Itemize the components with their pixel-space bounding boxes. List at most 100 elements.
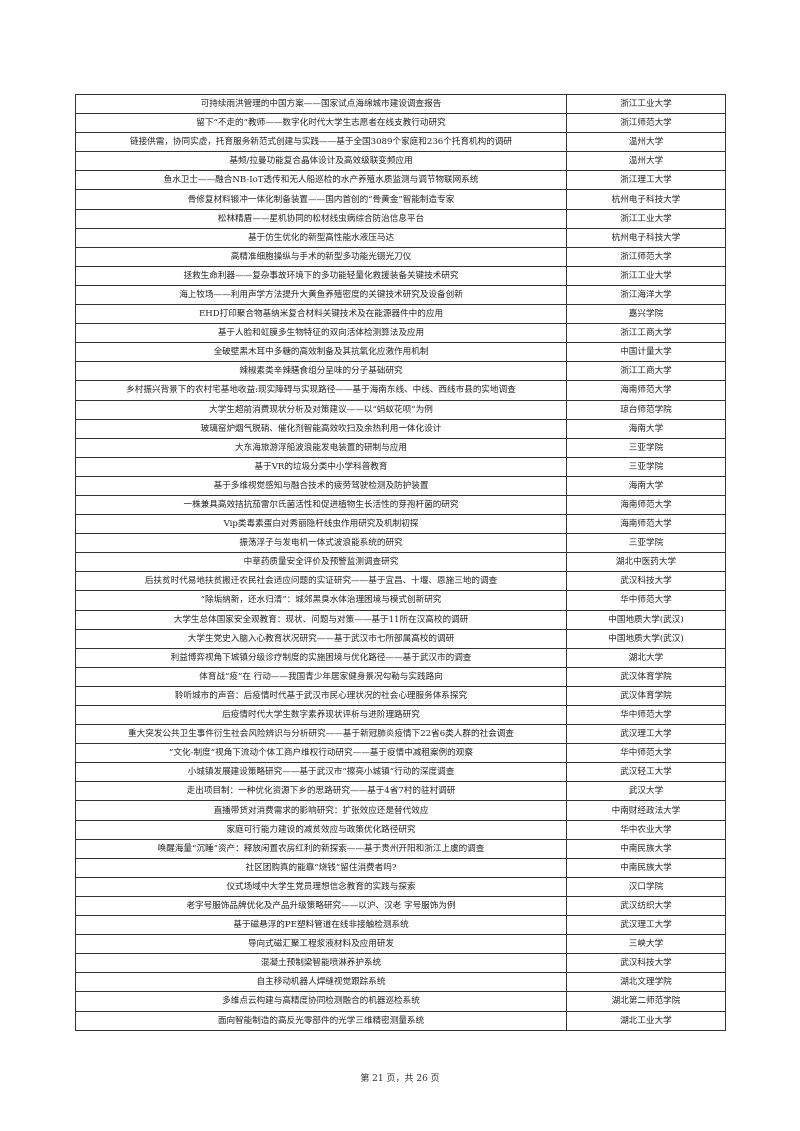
project-title: 基于磁悬浮的PE塑料管道在线非接触检测系统 [75, 915, 567, 936]
table-row: 拯救生命利器——复杂事故环境下的多功能轻量化救援装备关键技术研究 浙江工业大学 [75, 265, 726, 286]
school-name: 汉口学院 [566, 876, 726, 897]
project-title: 基于仿生优化的新型高性能水液压马达 [75, 227, 567, 248]
school-name: 华中师范大学 [566, 743, 726, 764]
project-title: 大东海旅游浮船波浪能发电装置的研制与应用 [75, 437, 567, 458]
table-row: 基于VR的垃圾分类中小学科普教育 三亚学院 [75, 456, 726, 477]
table-row: “除垢纳新，还水归清”：城郊黑臭水体治理困境与模式创新研究 华中师范大学 [75, 590, 726, 611]
school-name: 武汉理工大学 [566, 915, 726, 936]
school-name: 华中师范大学 [566, 590, 726, 611]
school-name: 浙江工商大学 [566, 323, 726, 344]
table-row: 后扶贫时代易地扶贫搬迁农民社会适应问题的实证研究——基于宜昌、十堰、恩施三地的调… [75, 571, 726, 592]
table-row: 社区团购真的能靠“烧钱”留住消费者吗? 中南民族大学 [75, 857, 726, 878]
school-name: 武汉纺织大学 [566, 895, 726, 917]
school-name: 中南民族大学 [566, 838, 726, 859]
page-footer: 第 21 页，共 26 页 [360, 1074, 440, 1084]
project-title: 老字号服饰品牌优化及产品升级策略研究——以沪、汉老 字号服饰为例 [75, 895, 567, 917]
project-title: 大学生超前消费现状分析及对策建议——以“蚂蚁花呗”为例 [75, 399, 567, 420]
table-row: 利益博弈视角下城镇分级诊疗制度的实施困境与优化路径——基于武汉市的调查 湖北大学 [75, 647, 726, 668]
table-row: 自主移动机器人焊缝视觉跟踪系统 湖北文理学院 [75, 972, 726, 993]
table-row: 混凝土预制梁智能喷淋养护系统 武汉科技大学 [75, 953, 726, 974]
table-row: 基于人脸和虹膜多生物特征的双向活体检测算法及应用 浙江工商大学 [75, 323, 726, 344]
school-name: 中国地质大学(武汉) [566, 628, 726, 649]
project-title: 玻璃窑炉烟气脱硝、催化剂智能高效吹扫及余热利用一体化设计 [75, 418, 567, 439]
school-name: 三亚学院 [566, 456, 726, 477]
school-name: 湖北文理学院 [566, 972, 726, 993]
project-title: 自主移动机器人焊缝视觉跟踪系统 [75, 972, 567, 993]
table-row: 可持续雨洪管理的中国方案——国家试点海绵城市建设调查报告 浙江工业大学 [75, 93, 726, 115]
table-row: 大东海旅游浮船波浪能发电装置的研制与应用 三亚学院 [75, 437, 726, 458]
table-row: 基于多维视觉感知与融合技术的疲劳驾驶检测及防护装置 海南大学 [75, 475, 726, 496]
project-title: 基于多维视觉感知与融合技术的疲劳驾驶检测及防护装置 [75, 475, 567, 496]
project-title: 全破壁黑木耳中多糖的高效制备及其抗氧化应激作用机制 [75, 342, 567, 363]
school-name: 海南大学 [566, 475, 726, 496]
project-title: 拯救生命利器——复杂事故环境下的多功能轻量化救援装备关键技术研究 [75, 265, 567, 286]
project-title: 后疫情时代大学生数字素养现状评析与进阶理路研究 [75, 704, 567, 726]
school-name: 武汉理工大学 [566, 724, 726, 745]
table-row: 留下“不走的”教师——数字化时代大学生志愿者在线支教行动研究 浙江师范大学 [75, 113, 726, 134]
table-row: 重大突发公共卫生事件衍生社会风险辨识与分析研究——基于新冠肺炎疫情下22省6类人… [75, 724, 726, 745]
table-row: 聆听城市的声音：后疫情时代基于武汉市民心理状况的社会心理服务体系探究 武汉体育学院 [75, 685, 726, 707]
school-name: 浙江师范大学 [566, 113, 726, 134]
project-title: 社区团购真的能靠“烧钱”留住消费者吗? [75, 857, 567, 878]
project-title: 链接供需，协同实虚，托育服务新范式创建与实践——基于全国3089个家庭和236个… [75, 132, 567, 153]
project-title: 直播带货对消费需求的影响研究：扩张效应还是替代效应 [75, 800, 567, 821]
table-row: 海上牧场——利用声学方法提升大黄鱼养殖密度的关键技术研究及设备创新 浙江海洋大学 [75, 284, 726, 306]
table-row: 基于仿生优化的新型高性能水液压马达 杭州电子科技大学 [75, 227, 726, 248]
project-title: 中草药质量安全评价及预警监测调查研究 [75, 552, 567, 573]
table-row: 多维点云构建与高精度协同检测融合的机器巡检系统 湖北第二师范学院 [75, 991, 726, 1012]
table-row: 小城镇发展建设策略研究——基于武汉市“擦亮小城镇”行动的深度调查 武汉轻工大学 [75, 762, 726, 783]
project-title: 辣椒素类辛辣膳食组分呈味的分子基础研究 [75, 361, 567, 382]
school-name: 温州大学 [566, 151, 726, 172]
project-title: “文化-制度”视角下流动个体工商户维权行动研究——基于疫情中减租案例的观察 [75, 743, 567, 764]
table-row: EHD打印聚合物基纳米复合材料关键技术及在能源器件中的应用 嘉兴学院 [75, 304, 726, 325]
project-title: 基于人脸和虹膜多生物特征的双向活体检测算法及应用 [75, 323, 567, 344]
project-title: “除垢纳新，还水归清”：城郊黑臭水体治理困境与模式创新研究 [75, 590, 567, 611]
table-row: 大学生超前消费现状分析及对策建议——以“蚂蚁花呗”为例 琼台师范学院 [75, 399, 726, 420]
table-row: 仪式场域中大学生党员理想信念教育的实践与探索 汉口学院 [75, 876, 726, 897]
project-title: 留下“不走的”教师——数字化时代大学生志愿者在线支教行动研究 [75, 113, 567, 134]
school-name: 浙江工商大学 [566, 361, 726, 382]
project-title: 重大突发公共卫生事件衍生社会风险辨识与分析研究——基于新冠肺炎疫情下22省6类人… [75, 724, 567, 745]
school-name: 杭州电子科技大学 [566, 189, 726, 210]
school-name: 海南大学 [566, 418, 726, 439]
school-name: 华中师范大学 [566, 704, 726, 726]
table-row: 骨修复材料锻冲一体化制备装置——国内首创的“骨黄金”智能制造专家 杭州电子科技大学 [75, 189, 726, 210]
table-row: “文化-制度”视角下流动个体工商户维权行动研究——基于疫情中减租案例的观察 华中师… [75, 743, 726, 764]
school-name: 武汉科技大学 [566, 571, 726, 592]
school-name: 湖北第二师范学院 [566, 991, 726, 1012]
project-title: 松林精盾——星机协同的松材线虫病综合防治信息平台 [75, 208, 567, 229]
table-row: 玻璃窑炉烟气脱硝、催化剂智能高效吹扫及余热利用一体化设计 海南大学 [75, 418, 726, 439]
school-name: 琼台师范学院 [566, 399, 726, 420]
school-name: 湖北中医药大学 [566, 552, 726, 573]
table-row: 乡村振兴背景下的农村宅基地收益:现实障碍与实现路径——基于海南东线、中线、西线市… [75, 380, 726, 401]
project-title: 鱼水卫士——融合NB-IoT透传和无人船巡检的水产养殖水质监测与调节物联网系统 [75, 170, 567, 191]
project-title: 走出项目制：一种优化资源下乡的思路研究——基于4省7村的驻村调研 [75, 781, 567, 802]
school-name: 湖北工业大学 [566, 1010, 726, 1031]
school-name: 中南民族大学 [566, 857, 726, 878]
project-title: 体育战“疫”在 行动——我国青少年居家健身景况勾勒与实践路向 [75, 666, 567, 687]
school-name: 华中农业大学 [566, 819, 726, 840]
school-name: 三峡大学 [566, 934, 726, 955]
project-title: 可持续雨洪管理的中国方案——国家试点海绵城市建设调查报告 [75, 93, 567, 115]
table-row: 振荡浮子与发电机一体式波浪能系统的研究 三亚学院 [75, 533, 726, 554]
school-name: 浙江师范大学 [566, 246, 726, 267]
table-row: 唤醒海量“沉睡”资产：释放闲置农房红利的新探索——基于贵州开阳和浙江上虞的调查中… [75, 838, 726, 859]
table-row: 高精准细胞操纵与手术的新型多功能光镊光刀仪 浙江师范大学 [75, 246, 726, 267]
table-row: 家庭可行能力建设的减贫效应与政策优化路径研究 华中农业大学 [75, 819, 726, 840]
project-title: 仪式场域中大学生党员理想信念教育的实践与探索 [75, 876, 567, 897]
project-title: 基频/拉曼功能复合晶体设计及高效级联变频应用 [75, 151, 567, 172]
project-title: 骨修复材料锻冲一体化制备装置——国内首创的“骨黄金”智能制造专家 [75, 189, 567, 210]
table-row: 面向智能制造的高反光零部件的光学三维精密测量系统 湖北工业大学 [75, 1010, 726, 1031]
table-row: 后疫情时代大学生数字素养现状评析与进阶理路研究 华中师范大学 [75, 704, 726, 726]
table-row: 链接供需，协同实虚，托育服务新范式创建与实践——基于全国3089个家庭和236个… [75, 132, 726, 153]
school-name: 海南师范大学 [566, 514, 726, 535]
project-table: 可持续雨洪管理的中国方案——国家试点海绵城市建设调查报告 浙江工业大学 留下“不走的… [75, 93, 726, 1031]
table-row: Vip类毒素蛋白对秀丽隐杆线虫作用研究及机制初探 海南师范大学 [75, 514, 726, 535]
table-row: 直播带货对消费需求的影响研究：扩张效应还是替代效应 中南财经政法大学 [75, 800, 726, 821]
table-row: 基频/拉曼功能复合晶体设计及高效级联变频应用 温州大学 [75, 151, 726, 172]
table-row: 大学生党史入脑入心教育状况研究——基于武汉市七所部属高校的调研 中国地质大学(武汉… [75, 628, 726, 649]
project-title: 聆听城市的声音：后疫情时代基于武汉市民心理状况的社会心理服务体系探究 [75, 685, 567, 707]
table-row: 中草药质量安全评价及预警监测调查研究 湖北中医药大学 [75, 552, 726, 573]
project-title: 振荡浮子与发电机一体式波浪能系统的研究 [75, 533, 567, 554]
table-row: 辣椒素类辛辣膳食组分呈味的分子基础研究 浙江工商大学 [75, 361, 726, 382]
